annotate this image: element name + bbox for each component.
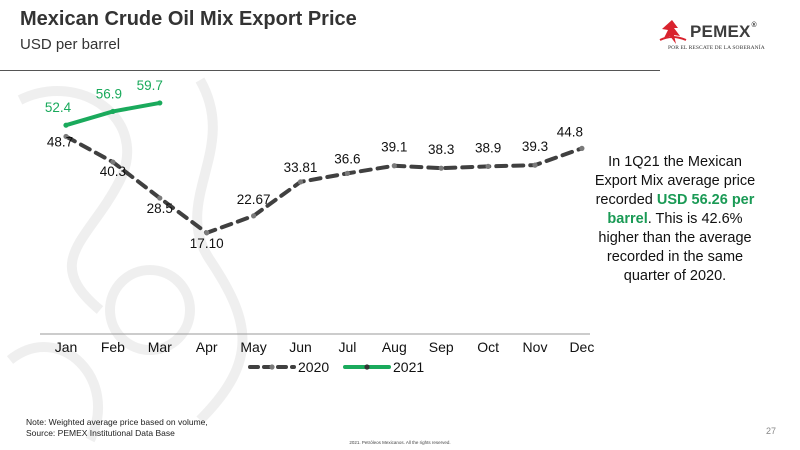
- data-point-2021: [157, 100, 163, 106]
- insight-callout: In 1Q21 the Mexican Export Mix average p…: [590, 153, 760, 286]
- note-line-2: Source: PEMEX Institutional Data Base: [26, 428, 175, 438]
- data-point-2020: [157, 195, 163, 201]
- data-point-2020: [485, 163, 491, 169]
- data-point-2020: [532, 162, 538, 168]
- x-tick-label: May: [240, 339, 266, 355]
- data-point-2020: [297, 179, 304, 185]
- page-subtitle: USD per barrel: [20, 36, 121, 53]
- note-line-1: Note: Weighted average price based on vo…: [26, 417, 208, 427]
- x-tick-label: Oct: [477, 339, 499, 355]
- page-number: 27: [766, 426, 777, 436]
- data-label-2020: 33.81: [284, 160, 318, 175]
- x-tick-label: Nov: [523, 339, 548, 355]
- data-point-2020: [579, 145, 585, 151]
- data-label-2020: 28.5: [147, 201, 173, 216]
- data-label-2020: 39.3: [522, 139, 548, 154]
- data-point-2020: [204, 230, 210, 236]
- data-label-2021: 56.9: [96, 86, 122, 101]
- series-line-2020: [64, 134, 584, 235]
- copyright-text: 2021. Petróleos Mexicanos. All the right…: [349, 440, 451, 445]
- data-label-2021: 52.4: [45, 100, 72, 115]
- x-tick-label: Feb: [101, 339, 125, 355]
- header-divider: [0, 70, 660, 71]
- data-label-2020: 22.67: [237, 192, 271, 207]
- pemex-eagle-icon: [659, 20, 687, 44]
- x-tick-label: Jun: [289, 339, 312, 355]
- insight-highlight: USD 56.26 per barrel: [607, 192, 755, 227]
- data-point-2020: [110, 159, 116, 165]
- insight-text-before: In 1Q21 the Mexican Export Mix average p…: [594, 154, 756, 208]
- data-label-2020: 38.3: [428, 142, 454, 157]
- data-point-2020: [344, 170, 350, 176]
- data-label-2020: 44.8: [557, 124, 583, 139]
- data-label-2020: 36.6: [334, 151, 360, 166]
- data-point-2021: [63, 122, 69, 128]
- logo-wordmark: PEMEX®: [690, 22, 757, 42]
- data-point-2020: [251, 213, 257, 219]
- x-tick-label: Jan: [55, 339, 78, 355]
- logo-registered-mark: ®: [751, 22, 757, 29]
- data-label-2020: 48.7: [47, 134, 73, 149]
- data-label-2020: 38.9: [475, 140, 501, 155]
- data-point-2020: [63, 133, 69, 140]
- data-label-2020: 39.1: [381, 140, 407, 155]
- x-tick-label: Jul: [338, 339, 356, 355]
- legend-label-2021: 2021: [393, 359, 424, 375]
- x-tick-label: Aug: [382, 339, 407, 355]
- data-label-2020: 40.3: [100, 164, 126, 179]
- data-point-2020: [391, 163, 397, 169]
- source-note: Note: Weighted average price based on vo…: [26, 417, 208, 439]
- data-point-2020: [438, 165, 444, 171]
- data-point-2021: [110, 108, 116, 115]
- x-tick-label: Apr: [196, 339, 218, 355]
- x-tick-label: Dec: [569, 339, 594, 355]
- data-label-2020: 17.10: [190, 236, 224, 251]
- logo-name: PEMEX: [690, 22, 751, 41]
- data-label-2021: 59.7: [137, 78, 163, 93]
- x-tick-label: Mar: [148, 339, 172, 355]
- pemex-logo: PEMEX® POR EL RESCATE DE LA SOBERANÍA: [656, 18, 786, 56]
- legend-marker-2021: [364, 364, 370, 370]
- legend-marker-2020: [269, 364, 275, 370]
- logo-tagline: POR EL RESCATE DE LA SOBERANÍA: [668, 45, 765, 51]
- x-tick-label: Sep: [429, 339, 454, 355]
- page-title: Mexican Crude Oil Mix Export Price: [20, 8, 357, 30]
- insight-text-after: . This is 42.6% higher than the average …: [598, 211, 752, 284]
- legend-label-2020: 2020: [298, 359, 329, 375]
